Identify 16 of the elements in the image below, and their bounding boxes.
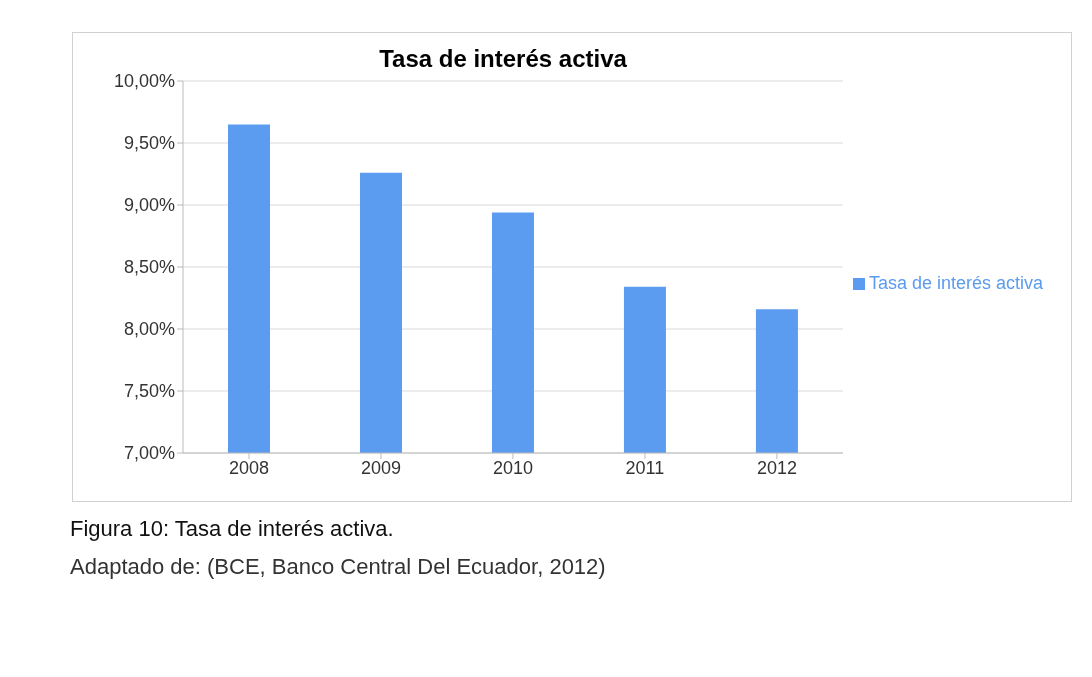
- text: Figura 10: Tasa de interés activa.: [70, 516, 395, 542]
- legend-label: Tasa de interés activa: [868, 272, 1043, 293]
- y-tick-label: 8,50%: [123, 257, 175, 278]
- x-tick-label: 2012: [756, 457, 797, 478]
- y-tick-label: 9,50%: [123, 133, 175, 154]
- x-tick-label: 2010: [492, 457, 533, 478]
- x-tick-label: 2008: [228, 457, 270, 478]
- x-tick-label: 2011: [625, 457, 665, 478]
- x-tick-label: 2009: [360, 457, 401, 478]
- y-tick-label: 7,50%: [123, 381, 175, 402]
- y-tick-label: 9,00%: [123, 195, 175, 216]
- chart-title: Tasa de interés activa: [378, 45, 628, 73]
- y-tick-label: 8,00%: [123, 319, 175, 340]
- text: Adaptado de: (BCE, Banco Central Del Ecuador, 2012): [70, 554, 607, 580]
- y-tick-label: 7,00%: [123, 443, 175, 464]
- y-tick-label: 10,00%: [113, 71, 175, 92]
